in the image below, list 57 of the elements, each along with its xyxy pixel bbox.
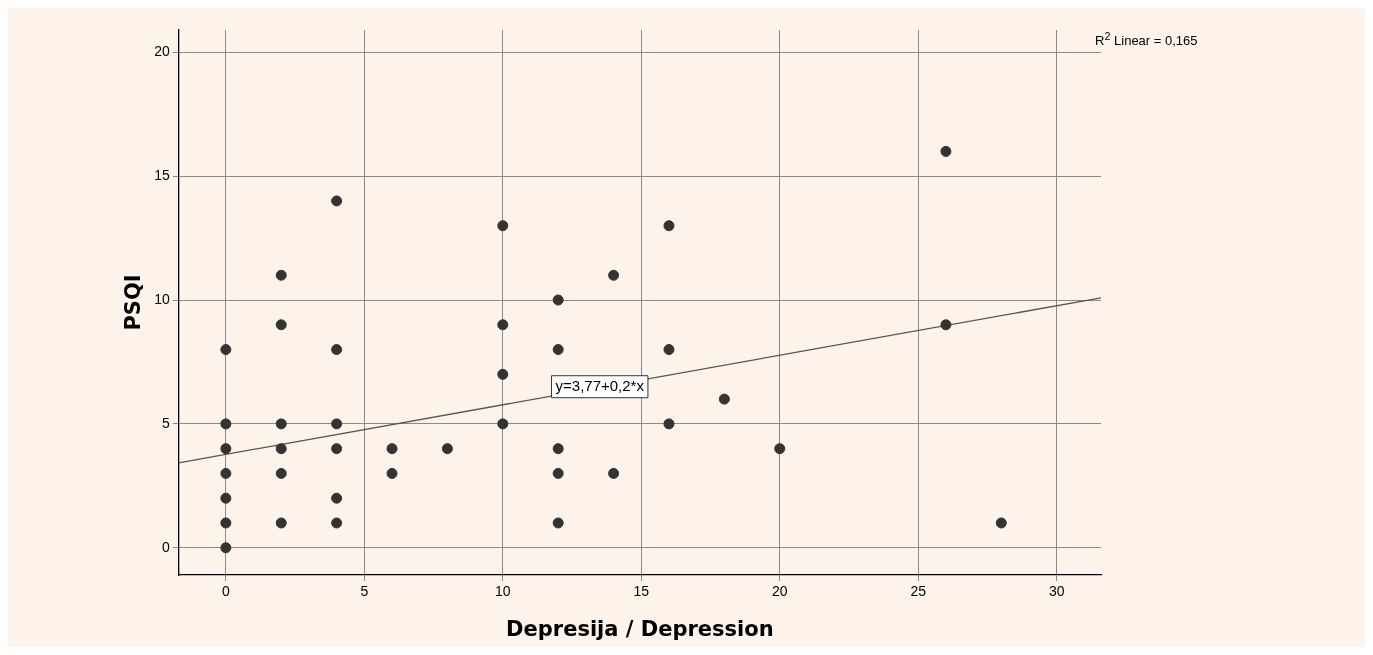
point	[940, 145, 952, 157]
point	[940, 319, 952, 331]
point	[220, 443, 232, 455]
point	[220, 492, 232, 504]
point	[552, 443, 564, 455]
point	[275, 517, 287, 529]
y-tick-label: 10	[154, 290, 170, 307]
x-tick-label: 20	[771, 583, 788, 600]
annotation: R$^{2}$ Linear = 0,165	[1095, 30, 1198, 49]
point	[663, 344, 675, 356]
x-tick-label: 30	[1048, 583, 1065, 600]
y-axis-title: PSQI	[121, 274, 146, 331]
x-tick-label: 5	[360, 583, 369, 600]
point	[663, 418, 675, 430]
point	[774, 443, 786, 455]
point	[331, 492, 343, 504]
point	[497, 220, 509, 232]
point	[552, 467, 564, 479]
point	[275, 418, 287, 430]
point	[995, 517, 1007, 529]
point	[275, 443, 287, 455]
point	[220, 418, 232, 430]
point	[552, 517, 564, 529]
point	[608, 467, 620, 479]
y-tick-label: 15	[154, 167, 170, 184]
y-tick-label: 5	[161, 414, 170, 431]
point	[552, 294, 564, 306]
point	[441, 443, 453, 455]
point	[331, 418, 343, 430]
x-axis-title: Depresija / Depression	[506, 616, 774, 641]
point	[275, 319, 287, 331]
point	[220, 467, 232, 479]
point	[331, 443, 343, 455]
point	[386, 467, 398, 479]
point	[497, 319, 509, 331]
point	[608, 269, 620, 281]
x-tick-label: 0	[221, 583, 230, 600]
annotation: y=3,77+0,2*x	[555, 376, 645, 394]
y-tick-label: 0	[161, 538, 170, 555]
point	[552, 344, 564, 356]
point	[386, 443, 398, 455]
point	[718, 393, 730, 405]
point	[497, 418, 509, 430]
x-tick-label: 25	[910, 583, 927, 600]
x-tick-label: 10	[495, 583, 511, 600]
point	[331, 195, 343, 207]
point	[275, 467, 287, 479]
point	[663, 220, 675, 232]
point	[331, 344, 343, 356]
point	[497, 368, 509, 380]
x-tick-label: 15	[633, 583, 650, 600]
y-tick-label: 20	[154, 43, 170, 60]
point	[275, 269, 287, 281]
point	[220, 542, 232, 554]
point	[220, 517, 232, 529]
point	[331, 517, 343, 529]
point	[220, 344, 232, 356]
